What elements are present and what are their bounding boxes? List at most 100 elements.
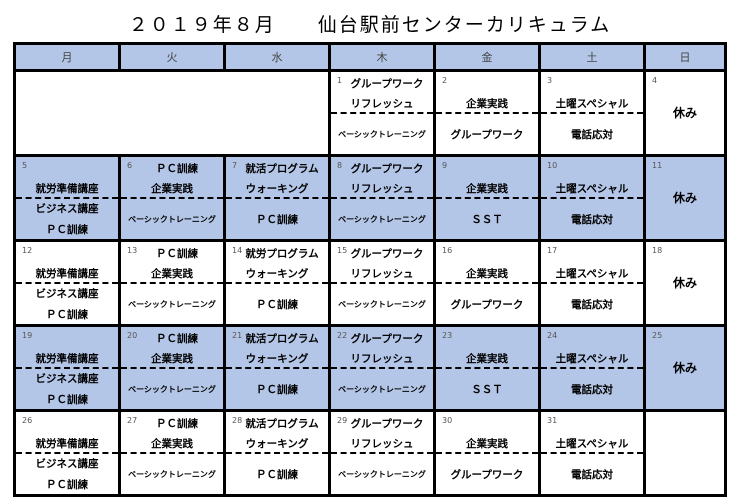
date-number: 26 — [22, 416, 33, 425]
program-afternoon: ＰＣ訓練 — [46, 224, 88, 236]
date-number: 7 — [232, 161, 238, 170]
date-number: 2 — [442, 76, 448, 85]
afternoon-section: ベーシックトレーニング — [331, 199, 433, 239]
morning-section: 28 就活プログラム ウォーキング — [226, 412, 328, 454]
program-line-2: ウォーキング — [245, 438, 309, 450]
afternoon-section: 電話応対 — [541, 114, 643, 154]
weekday-header: 月 — [13, 42, 121, 72]
morning-section: 27 ＰＣ訓練 企業実践 — [121, 412, 223, 454]
program-line-1: ＰＣ訓練 — [156, 418, 198, 430]
empty-cell — [13, 69, 331, 157]
afternoon-section: 電話応対 — [541, 369, 643, 409]
day-cell: 20 ＰＣ訓練 企業実践 ベーシックトレーニング — [118, 324, 226, 412]
morning-section: 1 グループワーク リフレッシュ — [331, 72, 433, 114]
day-cell: 24 土曜スペシャル電話応対 — [538, 324, 646, 412]
date-number: 31 — [547, 416, 558, 425]
date-number: 5 — [22, 161, 28, 170]
afternoon-section: ビジネス講座 ＰＣ訓練 — [16, 284, 118, 324]
program-afternoon: ビジネス講座 — [35, 458, 99, 470]
day-cell: 1 グループワーク リフレッシュベーシックトレーニング — [328, 69, 436, 157]
program-afternoon: グループワーク — [450, 468, 524, 481]
calendar-table: 月火水木金土日 1 グループワーク リフレッシュ ベーシックトレーニング 2 企業実践 グル… — [13, 42, 727, 497]
program-afternoon: ＰＣ訓練 — [256, 468, 298, 481]
date-number: 3 — [547, 76, 553, 85]
morning-section: 26 就労準備講座 — [16, 412, 118, 454]
day-cell: 27 ＰＣ訓練 企業実践 ベーシックトレーニング — [118, 409, 226, 497]
afternoon-section: ＳＳＴ — [436, 369, 538, 409]
program-line-2: 企業実践 — [151, 438, 193, 450]
program-afternoon: ベーシックトレーニング — [338, 129, 426, 139]
program-afternoon: ＰＣ訓練 — [256, 383, 298, 396]
program-line-2: 企業実践 — [466, 268, 508, 280]
date-number: 17 — [547, 246, 558, 255]
day-cell: 3 土曜スペシャル 電話応対 — [538, 69, 646, 157]
morning-section: 30 企業実践 — [436, 412, 538, 454]
morning-section: 24 土曜スペシャル — [541, 327, 643, 369]
program-afternoon: ベーシックトレーニング — [128, 469, 216, 479]
weekday-header: 水 — [223, 42, 331, 72]
program-afternoon: グループワーク — [450, 298, 524, 311]
program-line-2: 就労準備講座 — [35, 183, 99, 195]
morning-section: 14 就労プログラム ウォーキング — [226, 242, 328, 284]
program-line-1: グループワーク — [350, 333, 424, 345]
week-row: 5 就労準備講座 ビジネス講座 ＰＣ訓練 6 ＰＣ訓練 企業実践 ベーシックトレーニング 7 就活… — [13, 154, 727, 242]
afternoon-section: ベーシックトレーニング — [121, 369, 223, 409]
morning-section: 31 土曜スペシャル — [541, 412, 643, 454]
holiday-label: 休み — [672, 191, 697, 205]
program-line-2: リフレッシュ — [350, 183, 414, 195]
day-cell: 13 ＰＣ訓練 企業実践 ベーシックトレーニング — [118, 239, 226, 327]
program-line-2: ウォーキング — [245, 183, 309, 195]
program-line-2: 就労準備講座 — [35, 268, 99, 280]
program-line-1: 就活プログラム — [245, 333, 319, 345]
page-title: ２０１９年８月 仙台駅前センターカリキュラム — [128, 14, 612, 36]
afternoon-section: ＰＣ訓練 — [226, 369, 328, 409]
holiday-cell: 18 休み — [646, 242, 724, 323]
program-afternoon: ＳＳＴ — [471, 383, 503, 396]
date-number: 25 — [652, 331, 663, 340]
day-cell: 8 グループワーク リフレッシュ ベーシックトレーニング — [328, 154, 436, 242]
afternoon-section: ベーシックトレーニング — [121, 284, 223, 324]
program-afternoon: ＰＣ訓練 — [46, 309, 88, 321]
weekday-header-row: 月火水木金土日 — [13, 42, 727, 72]
program-afternoon: 電話応対 — [571, 383, 613, 396]
program-afternoon: 電話応対 — [571, 213, 613, 226]
program-line-2: 土曜スペシャル — [555, 183, 629, 195]
program-afternoon: ＰＣ訓練 — [256, 298, 298, 311]
date-number: 1 — [337, 76, 343, 85]
date-number: 8 — [337, 161, 343, 170]
program-line-2: 企業実践 — [466, 98, 508, 110]
program-afternoon: 電話応対 — [571, 298, 613, 311]
program-line-2: ウォーキング — [245, 268, 309, 280]
date-number: 15 — [337, 246, 348, 255]
date-number: 10 — [547, 161, 558, 170]
morning-section: 5 就労準備講座 — [16, 157, 118, 199]
weekday-header: 金 — [433, 42, 541, 72]
day-cell: 14 就労プログラム ウォーキング ＰＣ訓練 — [223, 239, 331, 327]
program-afternoon: ベーシックトレーニング — [338, 384, 426, 394]
morning-section: 6 ＰＣ訓練 企業実践 — [121, 157, 223, 199]
program-line-2: 企業実践 — [151, 268, 193, 280]
afternoon-section: グループワーク — [436, 454, 538, 494]
program-line-2: 企業実践 — [466, 353, 508, 365]
program-afternoon: ベーシックトレーニング — [338, 469, 426, 479]
program-afternoon: 電話応対 — [571, 128, 613, 141]
date-number: 28 — [232, 416, 243, 425]
holiday-cell: 4 休み — [646, 72, 724, 153]
program-line-2: 企業実践 — [466, 183, 508, 195]
day-cell — [643, 409, 727, 497]
date-number: 29 — [337, 416, 348, 425]
afternoon-section: ベーシックトレーニング — [121, 454, 223, 494]
day-cell: 16 企業実践 グループワーク — [433, 239, 541, 327]
date-number: 9 — [442, 161, 448, 170]
date-number: 21 — [232, 331, 243, 340]
day-cell: 12 就労準備講座 ビジネス講座 ＰＣ訓練 — [13, 239, 121, 327]
week-row: 12 就労準備講座 ビジネス講座 ＰＣ訓練 13 ＰＣ訓練 企業実践 ベーシックトレーニング 1… — [13, 239, 727, 327]
day-cell: 23 企業実践 ＳＳＴ — [433, 324, 541, 412]
program-line-1: グループワーク — [350, 248, 424, 260]
program-line-2: リフレッシュ — [350, 98, 414, 110]
day-cell: 2 企業実践グループワーク — [433, 69, 541, 157]
day-cell: 9 企業実践 ＳＳＴ — [433, 154, 541, 242]
program-afternoon: ＰＣ訓練 — [46, 394, 88, 406]
day-cell: 11 休み — [643, 154, 727, 242]
afternoon-section: グループワーク — [436, 114, 538, 154]
